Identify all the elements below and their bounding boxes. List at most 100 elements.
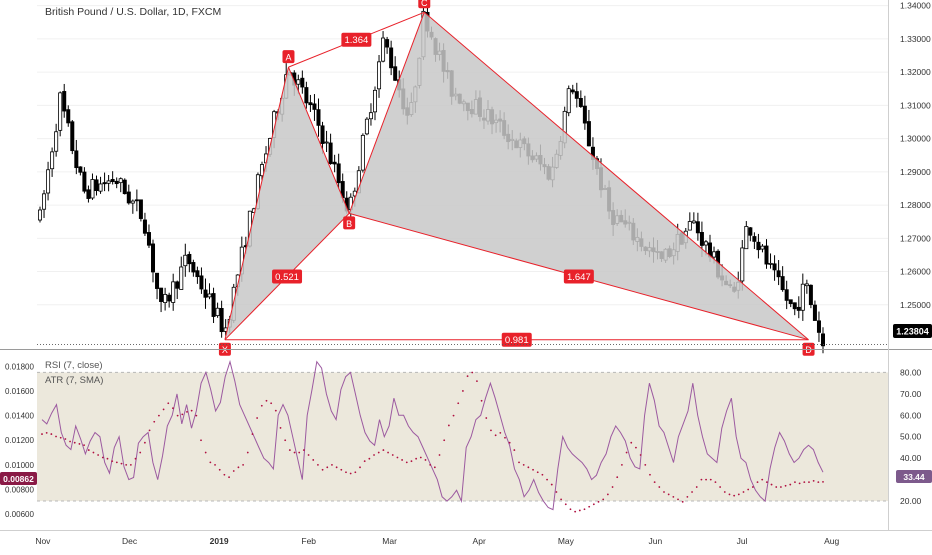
atr-dot: [228, 476, 230, 479]
atr-dot: [452, 414, 455, 417]
candle-body: [800, 283, 805, 311]
atr-dot: [494, 434, 497, 437]
price-tick-label: 1.30000: [900, 134, 931, 144]
atr-dot: [630, 441, 633, 444]
candle-body: [320, 125, 325, 144]
candle-body: [118, 178, 123, 184]
atr-dot: [293, 451, 296, 454]
pattern-leg-ab: [288, 66, 350, 214]
time-tick-label: Apr: [473, 536, 486, 546]
atr-dot: [354, 471, 357, 474]
candle-body: [207, 293, 212, 298]
atr-dot: [644, 463, 647, 466]
candle-body: [377, 61, 382, 90]
atr-dot: [265, 399, 268, 402]
atr-dot: [438, 454, 441, 456]
harmonic-pattern: 0.521 1.364 1.647 0.981 X A B C D: [37, 0, 888, 356]
atr-dot: [223, 473, 226, 476]
atr-dot: [780, 486, 782, 488]
atr-dot: [73, 441, 76, 444]
candle-body: [816, 320, 821, 333]
atr-dot: [611, 486, 614, 488]
atr-dot: [106, 457, 109, 460]
candle-body: [159, 287, 164, 302]
candle-body: [296, 79, 301, 85]
atr-dot: [405, 461, 408, 464]
atr-dot: [148, 429, 151, 432]
atr-dot: [349, 472, 352, 475]
atr-dot: [232, 470, 235, 472]
atr-dot: [69, 440, 71, 443]
candle-body: [146, 232, 151, 246]
rsi-tick-label: 60.00: [900, 410, 922, 420]
atr-dot: [410, 460, 413, 463]
atr-dot: [424, 459, 427, 461]
candle-body: [578, 98, 583, 107]
atr-dot: [41, 433, 43, 435]
price-pane: 0.521 1.364 1.647 0.981 X A B C D British Pound …: [37, 0, 932, 356]
atr-dot: [134, 457, 137, 460]
atr-tick-label: 0.01200: [5, 436, 34, 445]
ratio-label-bg: [341, 32, 372, 47]
atr-dot: [279, 427, 282, 429]
candle-body: [389, 47, 394, 69]
atr-dot: [125, 463, 128, 466]
candle-body: [740, 247, 745, 282]
atr-dot: [742, 491, 745, 493]
atr-dot: [312, 459, 315, 461]
atr-dot: [471, 371, 474, 374]
atr-dot: [775, 486, 778, 488]
price-tick-label: 1.25000: [900, 300, 931, 310]
atr-dot: [466, 375, 469, 378]
candle-body: [110, 179, 115, 182]
time-axis: Nov Dec 2019 Feb Mar Apr May Jun Jul Aug: [35, 536, 839, 546]
atr-dot: [237, 466, 240, 469]
price-axis: 1.25000 1.26000 1.27000 1.28000 1.29000 1.300…: [900, 1, 931, 310]
candle-body: [756, 241, 761, 251]
atr-dot: [578, 509, 581, 512]
atr-dot: [583, 508, 586, 511]
atr-dot: [335, 466, 338, 469]
atr-dot: [513, 449, 516, 451]
atr-dot: [195, 414, 198, 417]
ratio-label: 1.647: [567, 272, 591, 283]
candle-body: [703, 241, 708, 246]
rsi-value-tag: 33.44: [896, 470, 932, 483]
atr-dot: [153, 420, 156, 423]
rsi-value-tag-text: 33.44: [903, 472, 925, 482]
atr-dot: [663, 491, 665, 493]
atr-dot: [387, 451, 389, 454]
atr-dot: [761, 478, 764, 481]
atr-dot: [101, 456, 104, 459]
atr-dot: [541, 473, 544, 476]
candle-body: [574, 91, 579, 99]
candle-body: [385, 39, 390, 48]
rsi-band: [37, 372, 888, 502]
atr-dot: [649, 473, 651, 476]
pattern-leg-bc: [348, 12, 425, 214]
atr-dot: [536, 471, 539, 474]
rsi-legend: RSI (7, close): [45, 360, 103, 371]
time-tick-label: Jun: [649, 536, 663, 546]
candle-body: [695, 221, 700, 234]
candle-body: [155, 272, 160, 289]
candle-body: [130, 200, 135, 204]
time-tick-label: Feb: [301, 536, 316, 546]
atr-dot: [476, 380, 478, 383]
atr-dot: [419, 456, 422, 459]
candle-body: [744, 226, 749, 250]
atr-dot: [672, 495, 675, 498]
atr-dot: [784, 484, 787, 487]
atr-dot: [808, 481, 810, 484]
atr-dot: [700, 478, 703, 481]
candle-body: [772, 263, 777, 271]
atr-dot: [499, 431, 502, 434]
atr-dot: [321, 468, 324, 471]
atr-dot: [288, 449, 291, 451]
candle-body: [259, 164, 264, 177]
atr-dot: [78, 443, 81, 445]
candle-body: [780, 276, 785, 291]
candle-body: [171, 281, 176, 303]
atr-value-tag-text: 0.00862: [3, 474, 34, 484]
candle-body: [163, 293, 168, 304]
